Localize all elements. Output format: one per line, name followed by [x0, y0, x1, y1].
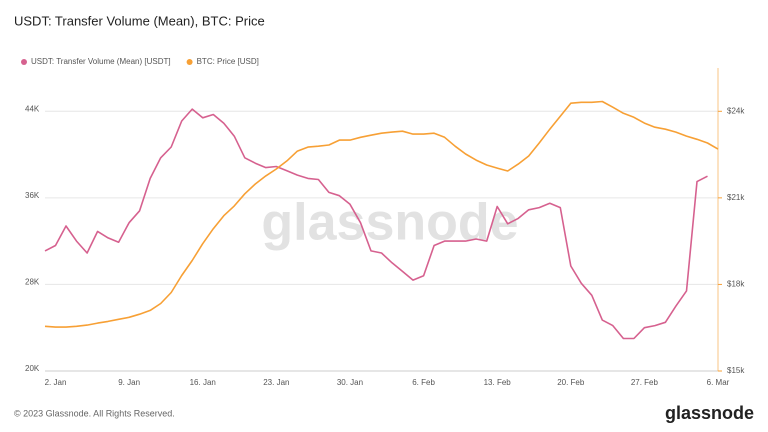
y2-tick-label: $15k: [727, 366, 745, 375]
x-tick-label: 23. Jan: [263, 378, 289, 387]
legend-marker: [21, 59, 27, 65]
y-tick-label: 28K: [25, 278, 40, 287]
legend-label: USDT: Transfer Volume (Mean) [USDT]: [31, 57, 171, 66]
y2-tick-label: $18k: [727, 280, 745, 289]
legend-label: BTC: Price [USD]: [197, 57, 259, 66]
brand-logo: glassnode: [665, 403, 754, 423]
x-tick-label: 27. Feb: [631, 378, 659, 387]
legend-marker: [186, 59, 193, 65]
x-tick-label: 9. Jan: [118, 378, 140, 387]
y-tick-label: 36K: [25, 191, 40, 200]
y-tick-label: 20K: [25, 364, 40, 373]
x-tick-label: 6. Mar: [707, 378, 730, 387]
footer: © 2023 Glassnode. All Rights Reserved.: [14, 408, 175, 418]
series-line: [44, 108, 708, 340]
y2-tick-label: $21k: [727, 193, 745, 202]
chart-title: USDT: Transfer Volume (Mean), BTC: Price: [14, 13, 265, 28]
x-tick-label: 16. Jan: [190, 378, 216, 387]
y2-tick-label: $24k: [727, 106, 745, 115]
x-tick-label: 6. Feb: [412, 378, 435, 387]
watermark: glassnode: [261, 194, 518, 252]
x-tick-label: 13. Feb: [484, 378, 512, 387]
series-line: [44, 100, 719, 328]
x-tick-label: 20. Feb: [557, 378, 585, 387]
x-tick-label: 30. Jan: [337, 378, 363, 387]
y-tick-label: 44K: [25, 104, 40, 113]
x-tick-label: 2. Jan: [45, 378, 67, 387]
